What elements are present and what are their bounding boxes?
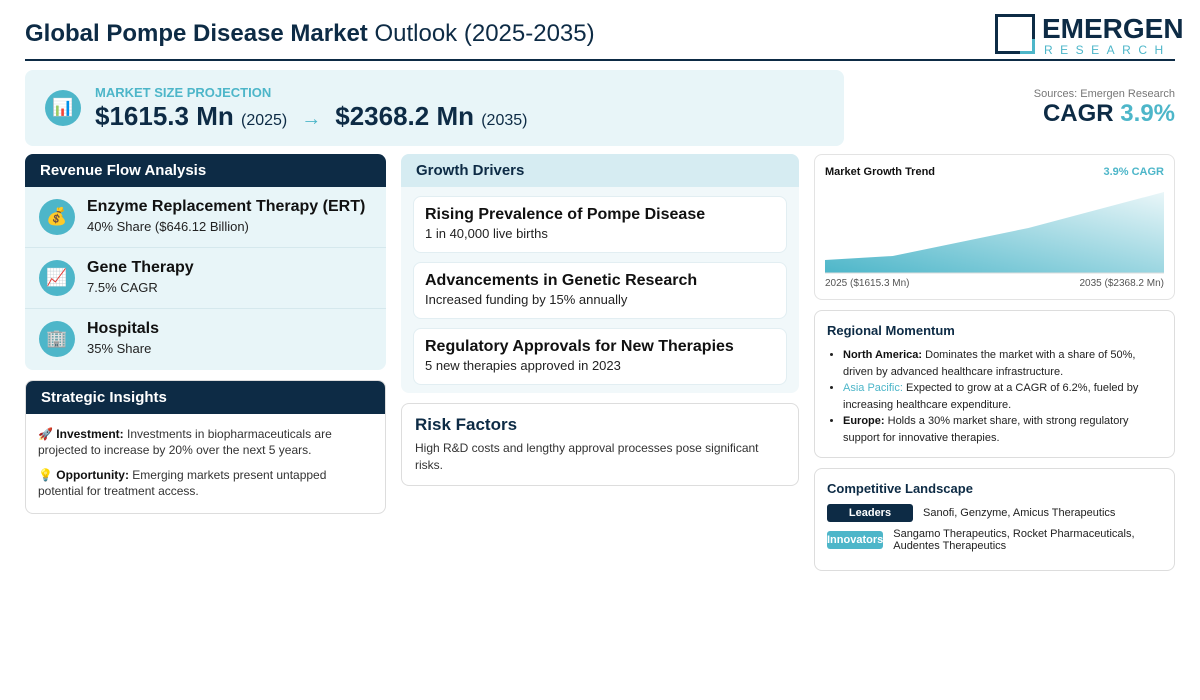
page-title: Global Pompe Disease Market Outlook (202… [25,20,595,47]
revenue-item: 📈 Gene Therapy 7.5% CAGR [25,248,386,309]
growth-area [825,192,1164,273]
revenue-flow-analysis: Revenue Flow Analysis 💰 Enzyme Replacemen… [25,154,386,370]
chart-end-label: 2035 ($2368.2 Mn) [1079,278,1164,289]
projection-values: $1615.3 Mn (2025) → $2368.2 Mn (2035) [95,101,528,131]
sources-text: Sources: Emergen Research [1033,88,1175,100]
growth-drivers: Growth Drivers Rising Prevalence of Pomp… [401,154,799,393]
section-title: Competitive Landscape [827,481,973,496]
innovators-badge: Innovators [827,531,884,549]
market-growth-trend-chart: Market Growth Trend 3.9% CAGR 2025 ($161… [814,154,1175,300]
cagr-value: CAGR 3.9% [1042,100,1175,127]
driver-item: Regulatory Approvals for New Therapies 5 … [413,328,787,385]
driver-item: Advancements in Genetic Research Increase… [413,262,787,319]
rocket-icon: 🚀 [38,427,53,441]
section-title: Risk Factors [415,415,518,434]
chart-start-label: 2025 ($1615.3 Mn) [825,278,910,289]
region-item: Asia Pacific: Expected to grow at a CAGR… [843,380,1162,413]
section-title: Strategic Insights [26,381,385,414]
chart-title: Market Growth Trend [825,166,936,178]
regional-momentum: Regional Momentum North America: Dominat… [814,310,1175,458]
region-item: Europe: Holds a 30% market share, with s… [843,413,1162,446]
risk-factors: Risk Factors High R&D costs and lengthy … [401,403,799,486]
driver-item: Rising Prevalence of Pompe Disease 1 in 4… [413,196,787,253]
arrow-right-icon: → [301,108,322,130]
competitive-landscape: Competitive Landscape Leaders Sanofi, Gen… [814,468,1175,571]
projection-label: MARKET SIZE PROJECTION [95,85,272,100]
chart-cagr-badge: 3.9% CAGR [1103,166,1164,178]
lightbulb-icon: 💡 [38,468,53,482]
revenue-item: 🏢 Hospitals 35% Share [25,309,386,370]
risk-text: High R&D costs and lengthy approval proc… [415,441,759,472]
header-divider [25,59,1175,61]
region-item: North America: Dominates the market with… [843,347,1162,380]
insight-item: 🚀 Investment: Investments in biopharmace… [38,427,332,457]
leaders-list: Sanofi, Genzyme, Amicus Therapeutics [923,507,1116,519]
leaders-badge: Leaders [827,504,913,522]
section-title: Revenue Flow Analysis [25,154,386,187]
section-title: Regional Momentum [827,323,955,338]
revenue-item: 💰 Enzyme Replacement Therapy (ERT) 40% Sha… [25,187,386,248]
bar-chart-icon: 📊 [45,90,81,126]
emergen-logo: EMERGEN RESEARCH [995,14,1184,58]
market-size-projection: 📊 MARKET SIZE PROJECTION $1615.3 Mn (202… [25,70,844,146]
strategic-insights: Strategic Insights 🚀 Investment: Investm… [25,380,386,514]
innovators-list: Sangamo Therapeutics, Rocket Pharmaceuti… [893,528,1135,552]
section-title: Growth Drivers [401,154,799,187]
chart-increasing-icon: 📈 [39,260,75,296]
hospital-icon: 🏢 [39,321,75,357]
area-chart [825,192,1164,274]
insight-item: 💡 Opportunity: Emerging markets present … [38,468,327,498]
money-bag-icon: 💰 [39,199,75,235]
